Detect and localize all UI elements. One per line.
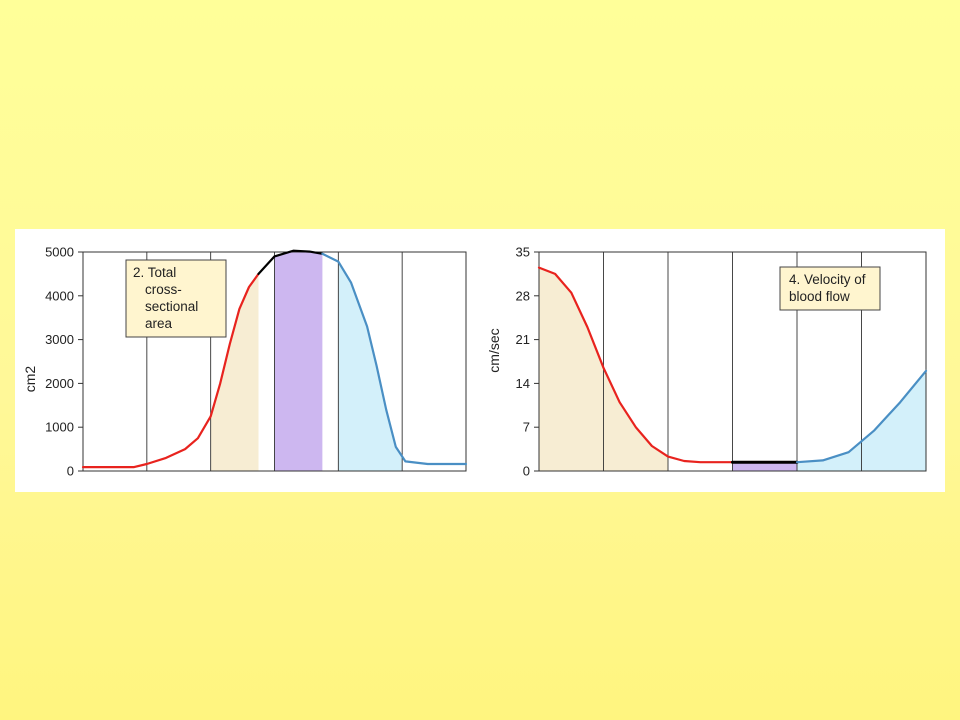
plot-frame <box>538 251 927 472</box>
y-tick-label: 0 <box>523 464 530 479</box>
annotation-line: 2. Total <box>133 265 176 280</box>
annotation-line: blood flow <box>789 289 850 304</box>
capillaries-line <box>257 249 324 275</box>
veins-line <box>321 252 468 466</box>
y-tick-label: 35 <box>516 245 530 260</box>
annotation-line: 4. Velocity of <box>789 272 866 287</box>
chart-velocity-of-blood-flow: 0 7 14 21 28 35 cm/sec 4. Velocity of blood flow <box>486 245 928 479</box>
y-tick-label: 5000 <box>45 245 74 260</box>
figure-panel: 0 1000 2000 3000 4000 5000 cm2 2. Total cross-se… <box>15 229 945 492</box>
capillaries-area-fill <box>274 252 323 471</box>
y-tick-label: 2000 <box>45 376 74 391</box>
annotation-line: area <box>145 316 173 331</box>
chart-total-cross-sectional-area: 0 1000 2000 3000 4000 5000 cm2 2. Total cross-se… <box>22 245 468 479</box>
y-tick-label: 3000 <box>45 332 74 347</box>
annotation-box <box>125 259 227 338</box>
y-tick-label: 21 <box>516 332 530 347</box>
veins-area-fill <box>797 370 926 471</box>
y-axis-label: cm/sec <box>486 328 502 372</box>
annotation-line: sectional <box>145 299 198 314</box>
veins-area-fill <box>338 261 403 471</box>
arteries-line <box>81 272 260 469</box>
annotation-box <box>779 266 881 311</box>
y-tick-label: 28 <box>516 288 530 303</box>
y-tick-label: 0 <box>67 464 74 479</box>
annotation-line: cross- <box>145 282 182 297</box>
plot-frame <box>82 251 467 472</box>
y-tick-label: 1000 <box>45 420 74 435</box>
y-tick-label: 14 <box>516 376 530 391</box>
veins-line <box>795 369 928 464</box>
y-tick-label: 4000 <box>45 288 74 303</box>
arteries-area-fill <box>210 273 259 471</box>
capillaries-area-fill <box>732 462 797 471</box>
arteries-line <box>537 266 734 464</box>
arteries-area-fill <box>539 267 668 471</box>
y-tick-label: 7 <box>523 420 530 435</box>
figure-svg: 0 1000 2000 3000 4000 5000 cm2 2. Total cross-se… <box>22 245 928 479</box>
y-axis-label: cm2 <box>22 366 38 393</box>
